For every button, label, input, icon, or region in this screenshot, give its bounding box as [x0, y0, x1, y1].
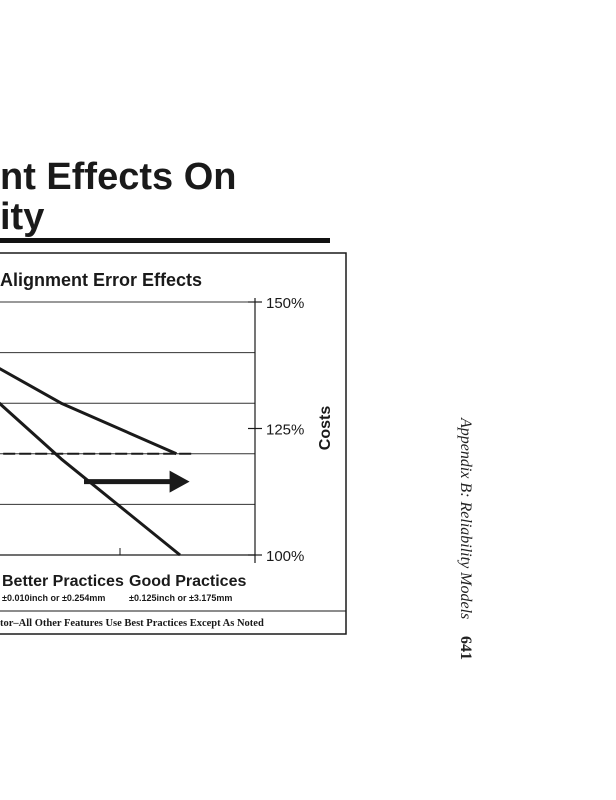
series-upper-curve	[0, 367, 178, 456]
y-axis-label: Costs	[317, 406, 334, 451]
page-title-line-2: ity	[0, 196, 45, 238]
y-tick-label: 100%	[266, 548, 304, 565]
page-number: 641	[457, 636, 474, 660]
chart-title: Alignment Error Effects	[0, 270, 202, 290]
chart-footnote: tor–All Other Features Use Best Practice…	[0, 618, 264, 629]
x-tick-sublabel-good-practices: ±0.125inch or ±3.175mm	[129, 593, 232, 603]
x-tick-sublabel-better-practices: ±0.010inch or ±0.254mm	[2, 593, 105, 603]
appendix-running-head: Appendix B: Reliability Models	[457, 418, 474, 620]
y-tick-label: 150%	[266, 295, 304, 312]
arrow-head	[169, 470, 190, 493]
title-rule	[0, 238, 330, 243]
series-lower-curve	[0, 401, 181, 557]
page-title-line-1: nt Effects On	[0, 156, 237, 198]
y-tick-label: 125%	[266, 422, 304, 439]
x-tick-label-good-practices: Good Practices	[129, 573, 246, 590]
x-tick-label-better-practices: Better Practices	[2, 573, 124, 590]
chart-frame	[0, 252, 347, 635]
